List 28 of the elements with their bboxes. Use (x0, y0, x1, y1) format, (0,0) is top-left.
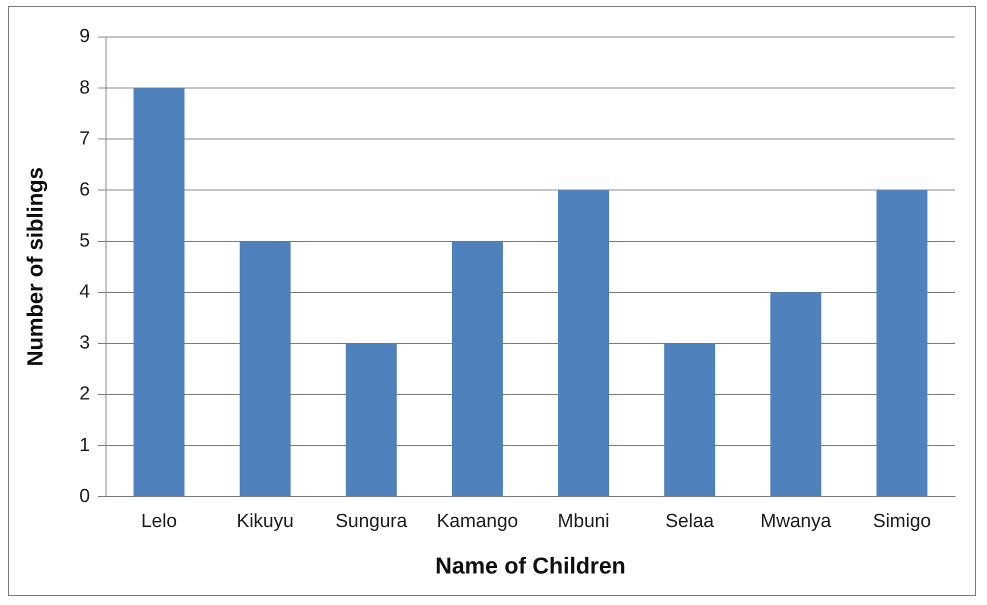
bar (452, 241, 503, 496)
y-tick-label: 8 (79, 77, 90, 98)
y-tick-label: 4 (79, 282, 90, 303)
x-tick-label: Lelo (141, 511, 177, 532)
y-tick-label: 2 (79, 384, 90, 405)
y-axis-title: Number of siblings (22, 167, 48, 366)
y-tick-label: 5 (79, 230, 90, 252)
x-axis-title: Name of Children (435, 552, 626, 579)
x-tick-label: Sungura (335, 511, 408, 532)
y-tick-label: 3 (79, 332, 90, 354)
y-tick-label: 7 (79, 128, 90, 150)
bar (134, 88, 185, 496)
bar (664, 343, 716, 496)
bar (876, 190, 928, 496)
x-tick-label: Kamango (436, 511, 518, 532)
x-tick-label: Selaa (665, 511, 714, 532)
y-tick-label: 0 (79, 486, 90, 507)
y-tick-label: 6 (79, 179, 90, 200)
x-tick-label: Kikuyu (236, 511, 294, 532)
x-tick-label: Mwanya (760, 511, 832, 532)
bar (346, 343, 397, 496)
bar (240, 241, 291, 496)
bar (558, 190, 610, 496)
bar (770, 292, 822, 496)
x-tick-label: Mbuni (558, 511, 610, 532)
y-tick-label: 1 (79, 434, 90, 456)
y-tick-label: 9 (79, 26, 90, 48)
x-tick-label: Simigo (872, 511, 931, 532)
